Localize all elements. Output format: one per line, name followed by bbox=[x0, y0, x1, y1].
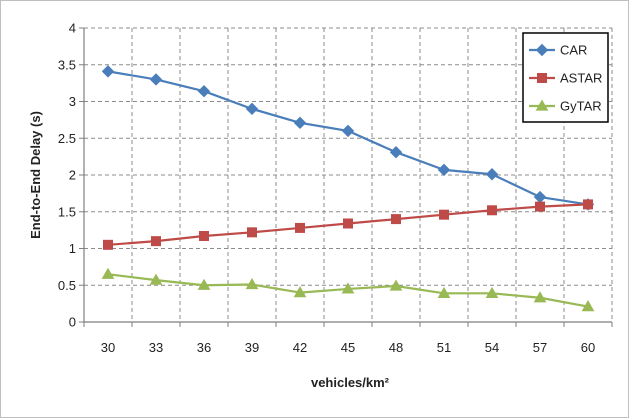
data-point-gytar bbox=[437, 286, 451, 298]
y-axis-title: End-to-End Delay (s) bbox=[28, 111, 43, 239]
legend-label-car: CAR bbox=[560, 43, 587, 58]
series-gytar bbox=[101, 267, 595, 312]
data-point-astar bbox=[343, 218, 353, 229]
data-point-car bbox=[389, 146, 403, 159]
data-point-gytar bbox=[389, 279, 403, 291]
data-point-car bbox=[437, 163, 451, 177]
grid bbox=[84, 27, 613, 322]
data-point-gytar bbox=[533, 291, 547, 303]
x-tick-label: 39 bbox=[245, 340, 259, 355]
y-tick-label: 4 bbox=[69, 21, 76, 36]
x-tick-label: 45 bbox=[341, 340, 355, 355]
legend-marker-astar bbox=[537, 73, 547, 83]
legend-label-astar: ASTAR bbox=[560, 71, 602, 86]
data-point-gytar bbox=[341, 282, 355, 294]
x-tick-label: 36 bbox=[197, 340, 211, 355]
data-point-car bbox=[101, 65, 115, 78]
y-tick-label: 3 bbox=[69, 94, 76, 109]
x-tick-label: 48 bbox=[389, 340, 403, 355]
data-point-astar bbox=[247, 227, 257, 238]
x-tick-label: 57 bbox=[533, 340, 547, 355]
x-tick-label: 42 bbox=[293, 340, 307, 355]
data-point-astar bbox=[535, 201, 545, 212]
y-tick-label: 1.5 bbox=[58, 204, 76, 219]
legend: CAR ASTAR GyTAR bbox=[522, 32, 609, 123]
data-point-astar bbox=[391, 214, 401, 225]
data-point-astar bbox=[295, 222, 305, 233]
data-point-car bbox=[245, 102, 259, 116]
y-tick-label: 2 bbox=[69, 168, 76, 183]
tick-labels: 0 0.5 1 1.5 2 2.5 3 3.5 4 30 33 36 39 42 45 48 51 54 57 60 bbox=[58, 21, 595, 356]
x-tick-label: 30 bbox=[101, 340, 115, 355]
x-tick-label: 54 bbox=[485, 340, 499, 355]
data-point-astar bbox=[439, 209, 449, 220]
y-tick-label: 2.5 bbox=[58, 131, 76, 146]
data-point-car bbox=[293, 116, 307, 130]
data-point-gytar bbox=[293, 286, 307, 298]
axes bbox=[79, 27, 613, 327]
data-point-car bbox=[149, 73, 163, 86]
data-point-astar bbox=[199, 231, 209, 242]
data-point-gytar bbox=[581, 300, 595, 312]
data-point-gytar bbox=[485, 286, 499, 298]
data-point-gytar bbox=[101, 267, 115, 279]
x-tick-label: 33 bbox=[149, 340, 163, 355]
data-series bbox=[101, 65, 595, 312]
x-axis-title: vehicles/km² bbox=[311, 375, 390, 390]
data-point-astar bbox=[487, 205, 497, 216]
x-tick-label: 60 bbox=[581, 340, 595, 355]
legend-marker-car bbox=[535, 43, 549, 57]
series-astar bbox=[103, 199, 593, 250]
data-point-car bbox=[341, 124, 355, 138]
data-point-astar bbox=[583, 199, 593, 210]
data-point-car bbox=[485, 168, 499, 181]
data-point-gytar bbox=[245, 278, 259, 290]
legend-marker-gytar bbox=[535, 99, 549, 111]
data-point-astar bbox=[103, 239, 113, 250]
data-point-car bbox=[197, 85, 211, 98]
x-tick-label: 51 bbox=[437, 340, 451, 355]
data-point-gytar bbox=[149, 273, 163, 285]
data-point-astar bbox=[151, 236, 161, 247]
y-tick-label: 1 bbox=[69, 241, 76, 256]
data-point-gytar bbox=[197, 278, 211, 290]
y-tick-label: 3.5 bbox=[58, 57, 76, 72]
legend-label-gytar: GyTAR bbox=[560, 99, 602, 114]
y-tick-label: 0.5 bbox=[58, 278, 76, 293]
y-tick-label: 0 bbox=[69, 315, 76, 330]
